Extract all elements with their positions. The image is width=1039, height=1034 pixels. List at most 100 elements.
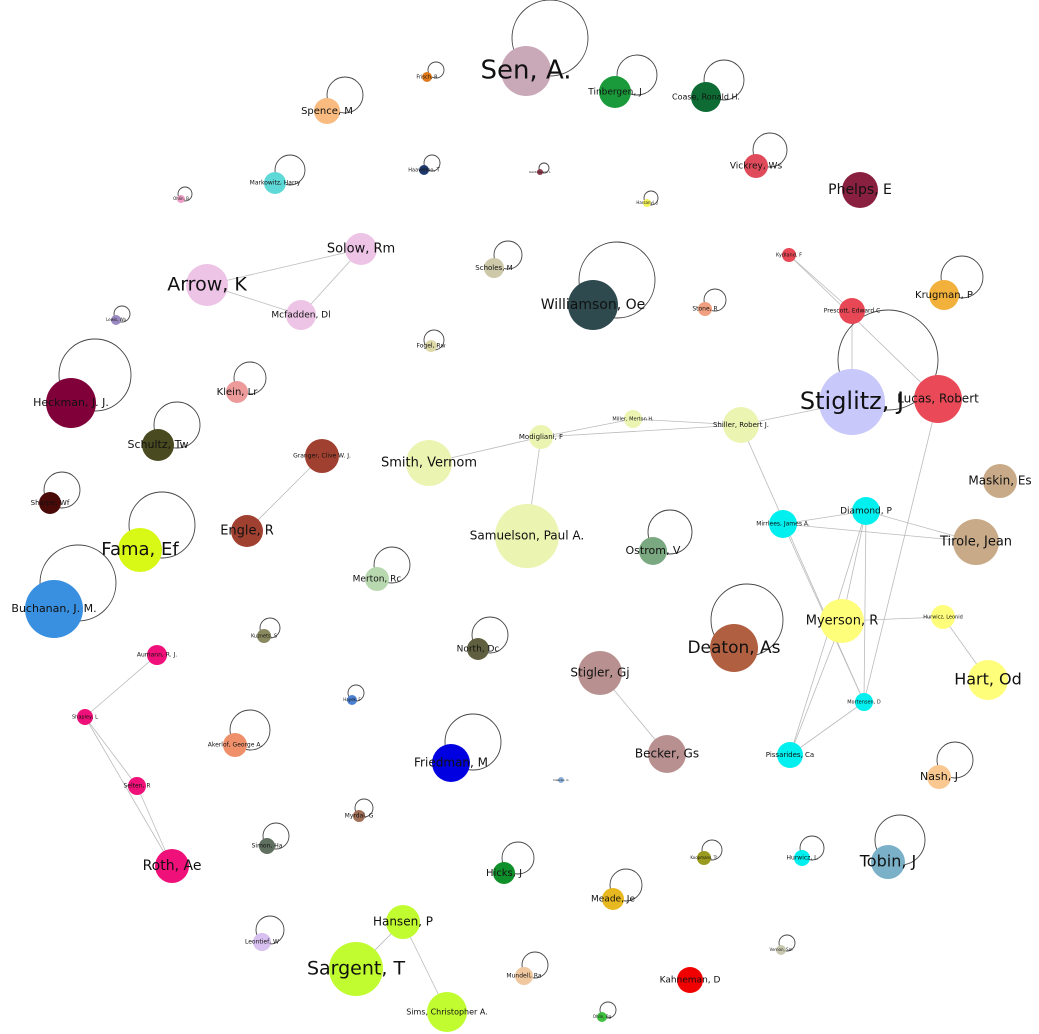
node-label: Hurwicz, Leonid — [923, 615, 963, 621]
self-loop — [501, 841, 535, 875]
node-label: Markowitz, Harry — [250, 180, 301, 187]
self-loop — [153, 401, 201, 449]
node-label: Roth, Ae — [143, 858, 202, 874]
node-label: Sen, A. — [480, 56, 571, 86]
node — [568, 280, 618, 330]
node — [177, 195, 185, 203]
node — [529, 425, 553, 449]
edge — [540, 424, 742, 438]
node-label: Sims, Christopher A. — [406, 1008, 488, 1017]
node-label: Phelps, E — [828, 182, 892, 198]
node-label: Hansen, P — [373, 915, 433, 929]
node-label: Haavelmo, T — [408, 168, 440, 174]
node-label: Williamson, Oe — [541, 297, 646, 313]
node-label: Mortensen, D — [847, 700, 881, 706]
node-label: Deaton, As — [687, 638, 780, 658]
self-loop — [647, 509, 693, 555]
self-loop — [703, 288, 727, 312]
self-loop — [599, 1001, 617, 1019]
node — [927, 765, 951, 789]
node-label: Ohlin, Bg — [593, 1014, 612, 1019]
self-loop — [274, 154, 306, 186]
node-label: Krugman, P — [915, 290, 973, 301]
self-loop — [936, 741, 974, 779]
node-label: Myerson, R — [806, 614, 879, 629]
node-label: Stiglitz, J — [800, 387, 904, 415]
node-label: Debreu, G — [553, 778, 569, 782]
node-label: Mcfadden, Dl — [271, 311, 330, 321]
node-label: Harsanyi, J — [636, 200, 657, 205]
node — [599, 76, 631, 108]
node — [77, 709, 93, 725]
node — [223, 733, 247, 757]
node-label: Vickrey, Ws — [730, 162, 783, 172]
node-label: Engle, R — [220, 524, 274, 539]
node — [186, 264, 228, 306]
node — [425, 340, 437, 352]
edge — [740, 424, 865, 703]
self-loop — [128, 491, 196, 559]
node-label: Spence, M — [301, 106, 353, 117]
node — [698, 302, 712, 316]
node — [422, 72, 432, 82]
node — [691, 82, 721, 112]
node-label: Granger, Clive W. J. — [293, 453, 351, 460]
node — [484, 258, 504, 278]
node-label: Frisch, R — [416, 75, 438, 81]
node — [142, 429, 174, 461]
node-label: Fogel, Rw — [417, 343, 446, 350]
self-loop — [373, 546, 411, 584]
edge — [540, 418, 634, 438]
node — [782, 248, 796, 262]
node-label: Simon, Ha — [252, 843, 283, 850]
node — [643, 199, 651, 207]
edge — [782, 510, 867, 525]
node-label: Stone, R — [692, 306, 717, 313]
node — [931, 605, 955, 629]
node-label: Heckman, J. J. — [33, 396, 109, 409]
node-label: Merton, Rc — [353, 575, 402, 585]
node-label: Mundell, Ra — [506, 973, 541, 980]
self-loop — [229, 709, 271, 751]
node-label: Modigliani, F — [519, 433, 563, 441]
node-label: Aumann, R. J. — [137, 652, 177, 659]
self-loop — [521, 951, 549, 979]
self-loop — [778, 934, 796, 952]
node-label: Miller, Merton H. — [612, 417, 654, 423]
self-loop — [752, 132, 788, 168]
node-label: Solow, Rm — [327, 242, 395, 257]
edge — [863, 398, 939, 703]
node — [257, 629, 271, 643]
self-loop — [643, 190, 659, 206]
node-label: Klein, Lr — [217, 387, 259, 398]
edge — [632, 418, 742, 426]
node — [264, 172, 286, 194]
node — [968, 660, 1008, 700]
node-label: Diamond, P — [840, 507, 892, 517]
node-label: Sargent, T — [307, 958, 406, 980]
edge — [788, 254, 853, 312]
self-loop — [427, 61, 445, 79]
self-loop — [799, 835, 825, 861]
node — [777, 742, 803, 768]
self-loop — [837, 309, 939, 411]
node — [329, 942, 383, 996]
node — [929, 280, 959, 310]
node — [515, 967, 533, 985]
node — [871, 845, 905, 879]
node-label: Tirole, Jean — [939, 535, 1012, 550]
node — [723, 407, 759, 443]
node — [710, 624, 758, 672]
self-loop — [262, 822, 290, 850]
node — [314, 98, 340, 124]
node — [345, 233, 377, 265]
node-label: Lewis, Wa — [106, 317, 126, 322]
edge — [84, 716, 173, 867]
node-label: Shapley, L — [72, 715, 98, 721]
self-loop — [444, 713, 502, 771]
node-label: Tinbergen, J — [587, 88, 642, 98]
self-loop — [43, 471, 81, 509]
self-loop — [58, 338, 132, 412]
self-loop — [609, 868, 643, 902]
